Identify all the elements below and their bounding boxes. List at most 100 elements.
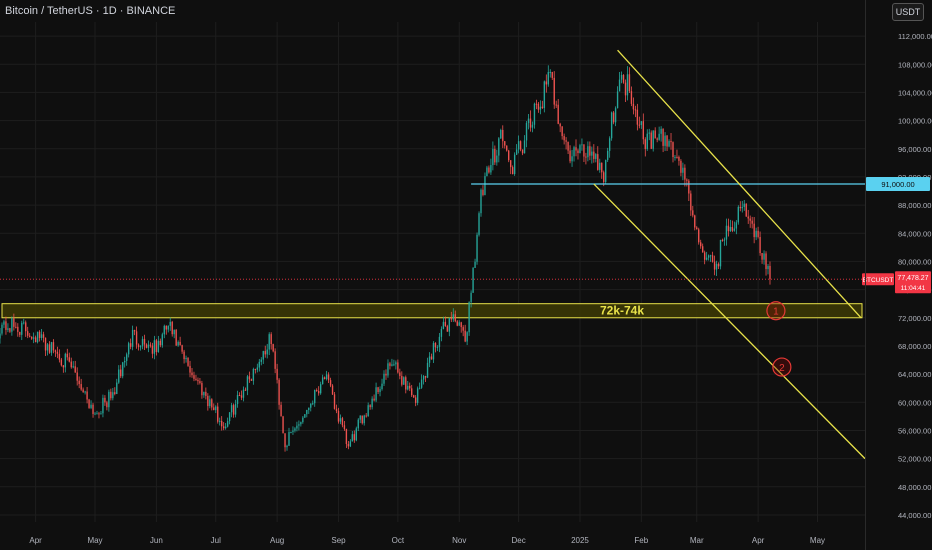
candle-body bbox=[480, 189, 482, 214]
candle-body bbox=[434, 343, 437, 348]
candle-body bbox=[605, 160, 607, 182]
y-tick-label: 100,000.00 bbox=[898, 117, 932, 126]
candle-body bbox=[357, 419, 359, 429]
candle-body bbox=[94, 413, 96, 415]
candle-body bbox=[290, 431, 292, 433]
candle-body bbox=[509, 160, 512, 168]
candle-body bbox=[561, 126, 563, 137]
candle-body bbox=[767, 265, 769, 270]
candle-body bbox=[608, 138, 611, 151]
y-tick-label: 104,000.00 bbox=[898, 88, 932, 97]
candle-body bbox=[361, 415, 363, 424]
candle-body bbox=[369, 405, 371, 408]
candle-body bbox=[413, 395, 415, 398]
x-tick-label: 2025 bbox=[571, 536, 589, 545]
candle-body bbox=[66, 353, 68, 358]
x-tick-label: Aug bbox=[270, 536, 284, 545]
candle-body bbox=[203, 391, 205, 396]
candle-body bbox=[513, 154, 516, 175]
price-tag-value: 77,478.27 bbox=[897, 275, 928, 282]
candle-body bbox=[654, 130, 656, 139]
candle-body bbox=[246, 376, 249, 391]
candle-body bbox=[9, 328, 11, 332]
candle-body bbox=[345, 429, 348, 444]
candle-body bbox=[424, 376, 427, 378]
currency-button[interactable]: USDT bbox=[892, 3, 924, 21]
candle-body bbox=[122, 362, 124, 377]
candle-body bbox=[436, 346, 439, 348]
candle-body bbox=[213, 407, 215, 411]
candle-body bbox=[147, 344, 150, 348]
candle-body bbox=[753, 223, 755, 238]
x-tick-label: Mar bbox=[690, 536, 704, 545]
candle-body bbox=[515, 149, 518, 155]
target-marker-1 bbox=[766, 301, 786, 321]
candle-body bbox=[314, 390, 316, 404]
candle-body bbox=[335, 408, 338, 411]
candle-body bbox=[401, 375, 403, 385]
candle-body bbox=[735, 222, 738, 229]
candle-body bbox=[703, 252, 706, 260]
candle-body bbox=[769, 265, 771, 280]
candle-body bbox=[7, 328, 9, 330]
candle-body bbox=[498, 138, 500, 156]
candle-body bbox=[98, 413, 100, 415]
candle-body bbox=[365, 415, 367, 417]
candle-body bbox=[337, 410, 340, 422]
candle-body bbox=[549, 71, 551, 73]
y-tick-label: 48,000.00 bbox=[898, 483, 931, 492]
candle-body bbox=[587, 146, 589, 158]
candle-body bbox=[519, 141, 522, 150]
candle-body bbox=[82, 389, 84, 393]
candle-body bbox=[446, 326, 449, 332]
candle-body bbox=[705, 257, 708, 260]
candle-body bbox=[630, 91, 633, 104]
candle-body bbox=[553, 77, 555, 105]
candle-body bbox=[232, 405, 235, 415]
candle-body bbox=[27, 331, 29, 336]
candle-body bbox=[502, 129, 504, 142]
candle-body bbox=[127, 343, 130, 355]
candle-body bbox=[719, 239, 722, 267]
candle-body bbox=[638, 124, 641, 126]
candle-body bbox=[496, 155, 498, 163]
candle-body bbox=[226, 421, 229, 427]
candle-body bbox=[250, 379, 253, 381]
candle-body bbox=[416, 388, 419, 403]
candle-body bbox=[692, 210, 694, 216]
x-tick-label: Feb bbox=[634, 536, 648, 545]
y-tick-label: 44,000.00 bbox=[898, 511, 931, 520]
y-tick-label: 112,000.00 bbox=[898, 32, 932, 41]
candle-body bbox=[308, 407, 310, 411]
candle-body bbox=[650, 132, 652, 149]
candle-body bbox=[19, 331, 21, 335]
candle-body bbox=[393, 364, 395, 366]
x-tick-label: Nov bbox=[452, 536, 466, 545]
support-zone bbox=[1, 303, 863, 319]
candle-body bbox=[523, 140, 526, 154]
candle-body bbox=[511, 167, 514, 175]
candle-body bbox=[535, 103, 538, 105]
candle-body bbox=[557, 104, 559, 124]
candle-body bbox=[761, 253, 763, 260]
candle-body bbox=[319, 384, 322, 394]
candle-body bbox=[11, 318, 13, 332]
candle-body bbox=[0, 333, 1, 339]
candle-body bbox=[129, 343, 132, 347]
candle-body bbox=[616, 91, 619, 109]
candle-body bbox=[114, 392, 116, 395]
candle-body bbox=[739, 206, 741, 209]
candle-body bbox=[171, 321, 173, 335]
candle-body bbox=[747, 216, 749, 219]
candle-body bbox=[737, 206, 740, 223]
candle-body bbox=[272, 344, 274, 352]
candle-body bbox=[193, 375, 195, 379]
candle-body bbox=[745, 203, 747, 217]
candle-body bbox=[603, 172, 605, 182]
candle-body bbox=[442, 321, 445, 329]
candle-body bbox=[70, 361, 72, 368]
candle-body bbox=[711, 255, 714, 262]
candle-body bbox=[547, 72, 549, 85]
candle-body bbox=[476, 234, 478, 262]
